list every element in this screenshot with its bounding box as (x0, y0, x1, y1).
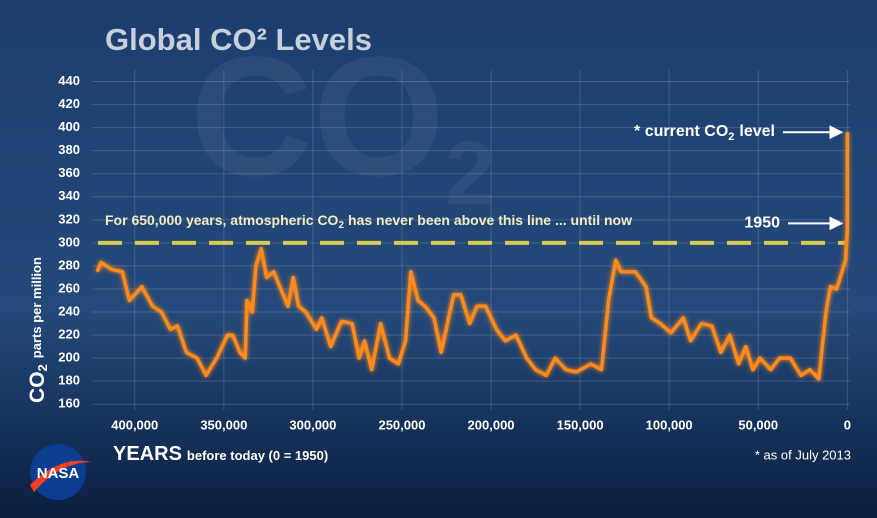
y-label-sub: 2 (35, 364, 50, 371)
y-tick-label: 380 (58, 142, 80, 157)
y-tick-label: 300 (58, 234, 80, 249)
note: * as of July 2013 (755, 447, 851, 462)
x-label-main: YEARS (113, 443, 182, 465)
x-tick-label: 0 (844, 417, 851, 432)
y-tick-label: 340 (58, 188, 80, 203)
x-tick-label: 400,000 (111, 417, 158, 432)
y-tick-label: 200 (58, 350, 80, 365)
y-tick-label: 160 (58, 396, 80, 411)
x-tick-label: 50,000 (738, 417, 778, 432)
chart-title: Global CO² Levels (105, 22, 372, 57)
x-tick-label: 250,000 (378, 417, 425, 432)
y-label-main: CO (26, 371, 49, 403)
x-label-rest: before today (0 = 1950) (187, 448, 328, 463)
y-tick-label: 240 (58, 303, 80, 318)
chart: CO2 Global CO² Levels 160180200220240260… (0, 0, 877, 518)
x-tick-label: 300,000 (289, 417, 336, 432)
page: {"chart_data": { "type": "line", "title"… (0, 0, 877, 518)
y-tick-label: 320 (58, 211, 80, 226)
threshold-sub: 2 (338, 220, 344, 231)
x-tick-label: 200,000 (468, 417, 515, 432)
y-tick-label: 260 (58, 280, 80, 295)
marker-1950-label: 1950 (744, 215, 780, 232)
current-text: * current CO (634, 123, 728, 140)
threshold-rest: has never been above this line ... until… (348, 212, 632, 228)
current-sub: 2 (728, 131, 734, 143)
threshold-text: For 650,000 years, atmospheric CO (105, 212, 339, 228)
x-tick-label: 350,000 (200, 417, 247, 432)
y-tick-label: 280 (58, 257, 80, 272)
y-tick-label: 440 (58, 73, 80, 88)
y-tick-label: 220 (58, 327, 80, 342)
y-label-rest: parts per million (29, 257, 44, 358)
y-tick-label: 400 (58, 119, 80, 134)
y-tick-label: 180 (58, 373, 80, 388)
current-label: * current CO2 level (634, 123, 775, 143)
x-tick-label: 150,000 (557, 417, 604, 432)
y-tick-label: 360 (58, 165, 80, 180)
logo-text: NASA (37, 465, 80, 482)
x-tick-label: 100,000 (646, 417, 693, 432)
y-tick-label: 420 (58, 96, 80, 111)
current-rest: level (739, 123, 775, 140)
